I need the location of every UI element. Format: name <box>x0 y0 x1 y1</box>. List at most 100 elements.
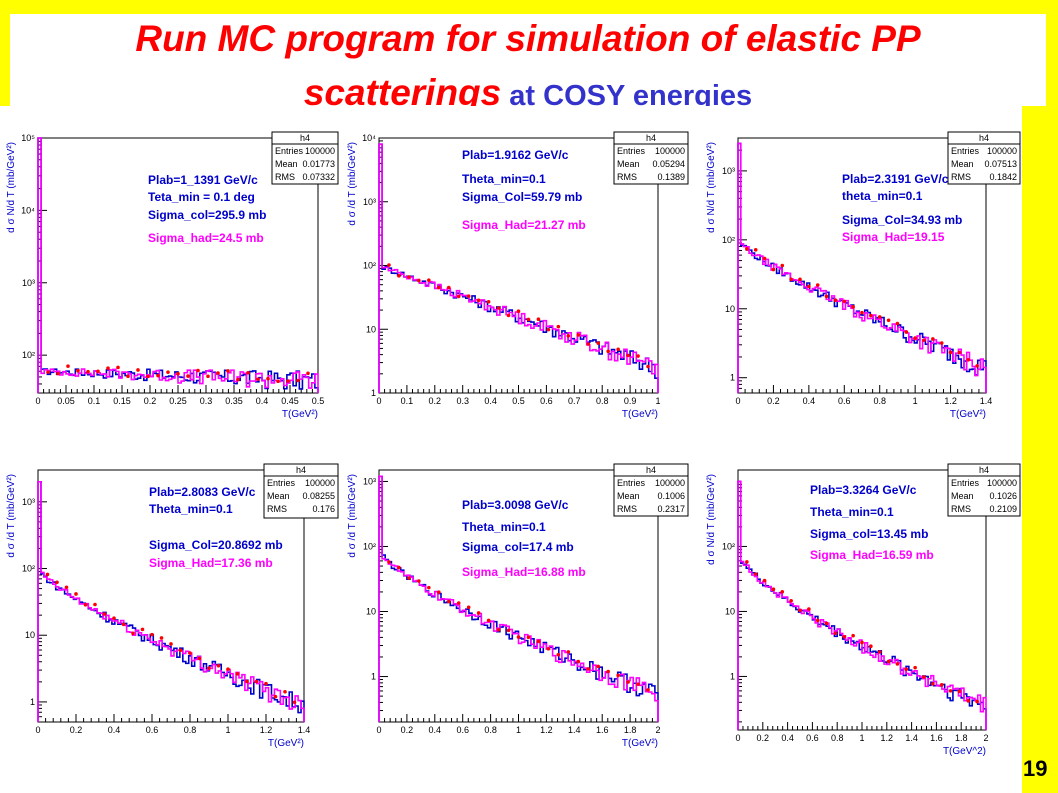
data-point <box>496 627 501 632</box>
stats-key: Mean <box>951 491 974 501</box>
x-tick-label: 0.8 <box>831 733 844 743</box>
stats-key: RMS <box>617 504 637 514</box>
stats-name: h4 <box>646 465 656 475</box>
y-tick-label: 1 <box>30 697 35 707</box>
stats-key: Mean <box>617 159 640 169</box>
histogram-blue <box>737 142 987 393</box>
x-tick-label: 0.1 <box>401 396 414 406</box>
stats-box <box>613 131 689 185</box>
annotation: Sigma_Col=20.8692 mb <box>149 538 283 552</box>
data-point <box>102 612 107 616</box>
data-point <box>136 368 140 372</box>
y-tick-label: 10 <box>25 630 35 640</box>
annotation: Sigma_col=13.45 mb <box>810 527 928 541</box>
data-point <box>417 579 421 583</box>
stats-key: RMS <box>951 172 971 182</box>
histogram-magenta <box>37 480 305 722</box>
data-point <box>842 299 847 304</box>
stats-name: h4 <box>296 465 306 475</box>
data-point <box>948 350 953 355</box>
x-axis-label: T(GeV²) <box>950 409 986 420</box>
annotation: Sigma_had=24.5 mb <box>148 231 264 245</box>
data-point <box>496 306 501 310</box>
data-point <box>745 247 749 251</box>
stats-box <box>947 131 1021 185</box>
data-point <box>975 699 979 704</box>
data-point <box>895 662 900 666</box>
data-point <box>780 263 785 268</box>
data-point <box>486 299 491 304</box>
data-point <box>56 371 60 376</box>
histogram-magenta <box>737 142 987 393</box>
data-point <box>745 560 749 564</box>
data-point <box>486 618 491 623</box>
x-tick-label: 0.2 <box>757 733 770 743</box>
y-tick-label: 10² <box>363 541 376 551</box>
data-point <box>526 635 531 640</box>
stats-value: 0.1026 <box>989 491 1017 501</box>
data-point <box>178 648 183 653</box>
annotation: Plab=1_1391 GeV/c <box>148 173 258 187</box>
data-point <box>150 632 154 637</box>
stats-value: 0.08255 <box>302 491 335 501</box>
data-point <box>939 341 944 345</box>
x-tick-label: 0.25 <box>169 396 187 406</box>
data-point <box>216 371 220 375</box>
data-point <box>196 368 200 373</box>
annotation: Plab=3.3264 GeV/c <box>810 483 917 497</box>
x-tick-label: 0.4 <box>108 725 121 735</box>
data-point <box>456 294 461 299</box>
plot-panel-5: 0 0.2 0.4 0.6 0.8 1 1.2 1.4 1.6 1.8 2 1 10 10² 10³ T(Ge… <box>347 463 689 749</box>
data-point <box>966 357 971 362</box>
data-point <box>556 324 561 329</box>
data-point <box>922 338 926 342</box>
stats-value: 0.1006 <box>657 491 685 501</box>
x-tick-label: 0.05 <box>57 396 75 406</box>
data-point <box>176 371 180 376</box>
data-point <box>780 589 785 594</box>
data-point <box>292 700 297 705</box>
data-point <box>636 682 640 686</box>
x-tick-label: 1 <box>225 725 230 735</box>
data-point <box>256 377 260 381</box>
x-tick-label: 0.35 <box>225 396 243 406</box>
stats-key: Mean <box>267 491 290 501</box>
data-point <box>616 673 620 678</box>
stats-name: h4 <box>300 133 310 143</box>
data-point <box>966 699 971 703</box>
x-axis-label: T(GeV^2) <box>943 746 986 757</box>
x-tick-label: 0.2 <box>144 396 157 406</box>
data-point <box>789 598 793 603</box>
data-point <box>606 669 610 674</box>
data-point <box>417 278 421 283</box>
histogram-magenta <box>37 137 319 393</box>
stats-key: Mean <box>617 491 640 501</box>
annotation: Plab=3.0098 GeV/c <box>462 498 569 512</box>
x-tick-label: 0.8 <box>184 725 197 735</box>
stats-key: RMS <box>275 172 295 182</box>
x-tick-label: 1.4 <box>980 396 993 406</box>
data-point <box>807 284 811 289</box>
data-point <box>842 634 847 639</box>
data-point <box>197 656 202 661</box>
data-point <box>45 572 50 577</box>
data-point <box>789 277 793 282</box>
stats-value: 100000 <box>305 478 335 488</box>
data-point <box>815 283 820 287</box>
x-axis-label: T(GeV²) <box>622 738 658 749</box>
annotation: Theta_min=0.1 <box>810 505 894 519</box>
y-tick-label: 1 <box>730 671 735 681</box>
data-point <box>975 364 979 368</box>
x-tick-label: 0 <box>735 396 740 406</box>
data-point <box>146 374 150 379</box>
data-point <box>407 576 411 580</box>
annotation: Sigma_Col=34.93 mb <box>842 213 962 227</box>
stats-key: RMS <box>617 172 637 182</box>
data-point <box>753 572 758 576</box>
stats-value: 0.1842 <box>989 172 1017 182</box>
annotation: Theta_min=0.1 <box>149 502 233 516</box>
data-point <box>74 592 78 596</box>
data-point <box>266 376 270 381</box>
data-point <box>245 679 249 684</box>
data-point <box>64 585 69 590</box>
